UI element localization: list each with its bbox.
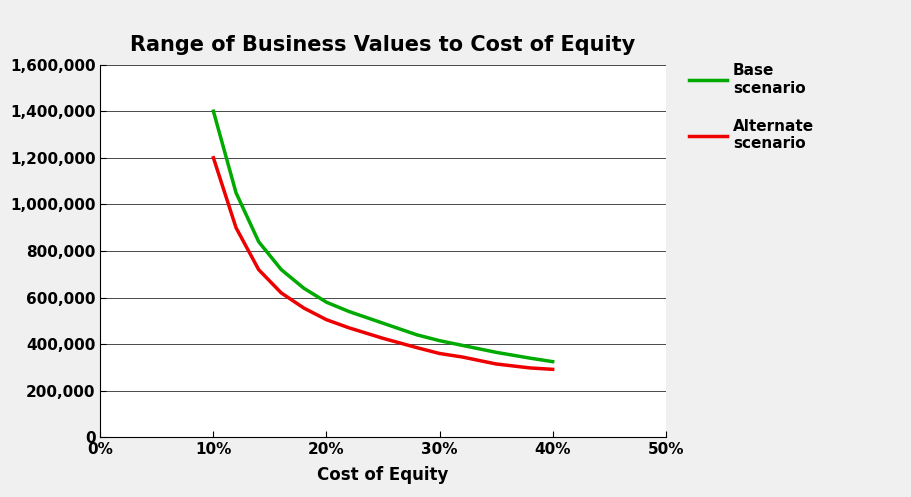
- Title: Range of Business Values to Cost of Equity: Range of Business Values to Cost of Equi…: [130, 35, 635, 55]
- Legend: Base
scenario, Alternate
scenario: Base scenario, Alternate scenario: [681, 57, 819, 157]
- Y-axis label: Business Value, USD: Business Value, USD: [0, 155, 2, 347]
- X-axis label: Cost of Equity: Cost of Equity: [317, 466, 448, 484]
